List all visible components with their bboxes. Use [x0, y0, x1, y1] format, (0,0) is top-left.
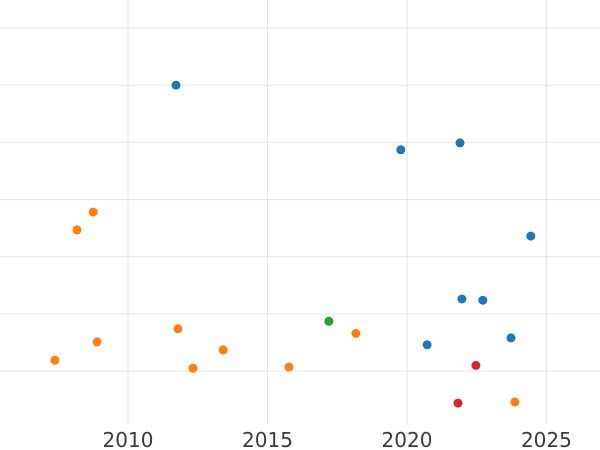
data-point-series-blue — [506, 333, 516, 343]
data-point-series-orange — [50, 355, 60, 365]
data-point-series-orange — [88, 207, 98, 217]
data-point-series-orange — [72, 225, 82, 235]
data-point-series-red — [453, 398, 463, 408]
data-point-series-orange — [510, 397, 520, 407]
data-point-series-blue — [396, 145, 406, 155]
data-point-series-blue — [457, 294, 467, 304]
data-point-series-green — [324, 316, 334, 326]
data-point-series-orange — [351, 328, 361, 338]
data-point-series-red — [471, 360, 481, 370]
data-point-series-orange — [92, 337, 102, 347]
data-point-series-orange — [284, 362, 294, 372]
x-tick-label: 2010 — [103, 428, 154, 450]
x-tick-label: 2025 — [521, 428, 572, 450]
data-point-series-orange — [188, 363, 198, 373]
data-point-series-blue — [171, 80, 181, 90]
data-point-series-blue — [422, 340, 432, 350]
data-point-series-orange — [173, 324, 183, 334]
data-point-series-blue — [526, 231, 536, 241]
data-point-series-blue — [478, 295, 488, 305]
x-tick-label: 2015 — [242, 428, 293, 450]
x-tick-label: 2020 — [382, 428, 433, 450]
data-point-series-blue — [455, 138, 465, 148]
data-point-series-orange — [218, 345, 228, 355]
